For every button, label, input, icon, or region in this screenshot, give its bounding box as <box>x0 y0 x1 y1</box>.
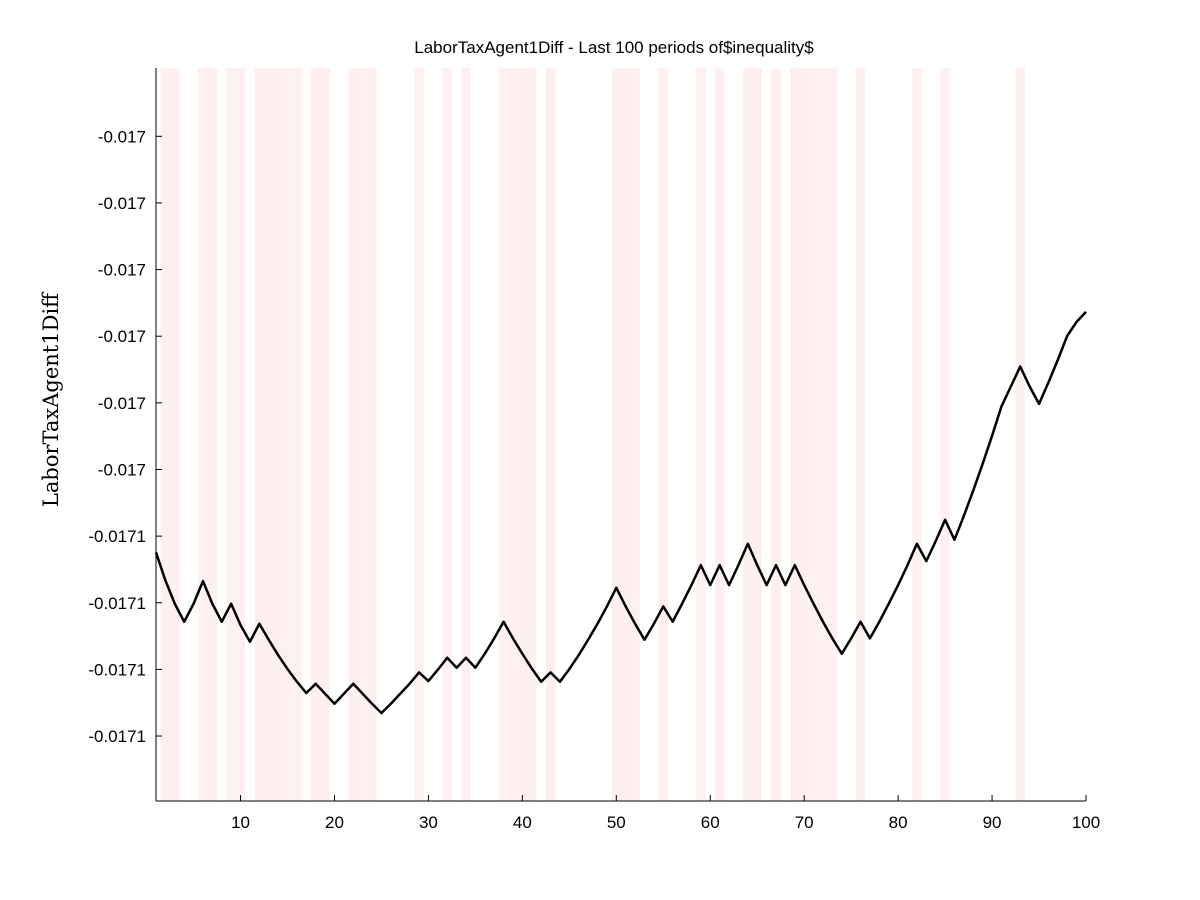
shaded-period-16 <box>292 68 302 801</box>
shaded-period-10 <box>235 68 246 801</box>
y-tick-label: -0.0171 <box>88 527 146 546</box>
x-tick-label: 60 <box>701 813 720 832</box>
shaded-period-82 <box>912 68 922 801</box>
shaded-period-13 <box>264 68 274 801</box>
shaded-period-55 <box>658 68 668 801</box>
axes <box>155 68 1086 802</box>
x-ticks: 10 20 30 40 50 60 70 80 90 100 <box>231 795 1100 832</box>
x-tick-label: 40 <box>513 813 532 832</box>
x-tick-label: 20 <box>325 813 344 832</box>
shaded-period-61 <box>714 68 725 801</box>
shaded-period-59 <box>696 68 706 801</box>
shaded-period-52 <box>630 68 640 801</box>
shaded-period-39 <box>508 68 518 801</box>
shaded-period-43 <box>545 68 556 801</box>
series-layer <box>154 311 1087 715</box>
shaded-period-38 <box>498 68 509 801</box>
chart-title: LaborTaxAgent1Diff - Last 100 periods of… <box>414 38 814 57</box>
shaded-period-51 <box>621 68 631 801</box>
shaded-period-29 <box>414 68 424 801</box>
y-tick-label: -0.0171 <box>88 727 146 746</box>
y-tick-label: -0.0171 <box>88 594 146 613</box>
x-tick-label: 80 <box>889 813 908 832</box>
shaded-period-41 <box>527 68 537 801</box>
shaded-period-70 <box>799 68 809 801</box>
shaded-period-93 <box>1015 68 1025 801</box>
shaded-period-69 <box>790 68 800 801</box>
shaded-period-12 <box>254 68 265 801</box>
shaded-period-32 <box>442 68 452 801</box>
shaded-period-14 <box>273 68 283 801</box>
shaded-period-67 <box>771 68 781 801</box>
shaded-period-19 <box>320 68 330 801</box>
y-tick-label: -0.017 <box>98 460 146 479</box>
x-tick-label: 30 <box>419 813 438 832</box>
shaded-period-64 <box>743 68 753 801</box>
shaded-period-6 <box>198 68 208 801</box>
shaded-period-22 <box>348 68 358 801</box>
shaded-period-9 <box>226 68 236 801</box>
shaded-period-72 <box>818 68 828 801</box>
shaded-period-40 <box>517 68 528 801</box>
shaded-period-85 <box>940 68 950 801</box>
shaded-period-3 <box>170 68 180 801</box>
shaded-period-65 <box>752 68 762 801</box>
shaded-periods <box>160 68 1025 801</box>
shaded-period-24 <box>367 68 377 801</box>
y-tick-label: -0.0171 <box>88 660 146 679</box>
x-tick-label: 100 <box>1072 813 1100 832</box>
shaded-period-50 <box>611 68 621 801</box>
shaded-period-23 <box>357 68 368 801</box>
y-ticks: -0.017 -0.017 -0.017 -0.017 -0.017 -0.017 -0.0… <box>88 127 162 746</box>
x-tick-label: 50 <box>607 813 626 832</box>
y-tick-label: -0.017 <box>98 394 146 413</box>
shaded-period-71 <box>808 68 819 801</box>
shaded-period-7 <box>207 68 218 801</box>
shaded-period-18 <box>311 68 321 801</box>
y-tick-label: -0.017 <box>98 194 146 213</box>
shaded-period-73 <box>827 68 838 801</box>
x-tick-label: 10 <box>231 813 250 832</box>
y-tick-label: -0.017 <box>98 327 146 346</box>
y-tick-label: -0.017 <box>98 261 146 280</box>
shaded-period-34 <box>461 68 471 801</box>
shaded-period-76 <box>855 68 866 801</box>
shaded-period-2 <box>160 68 171 801</box>
x-tick-label: 70 <box>795 813 814 832</box>
y-axis-label: LaborTaxAgent1Diff <box>39 291 63 507</box>
y-tick-label: -0.017 <box>98 127 146 146</box>
x-tick-label: 90 <box>983 813 1002 832</box>
series-line-0 <box>154 311 1087 715</box>
shaded-period-15 <box>282 68 293 801</box>
